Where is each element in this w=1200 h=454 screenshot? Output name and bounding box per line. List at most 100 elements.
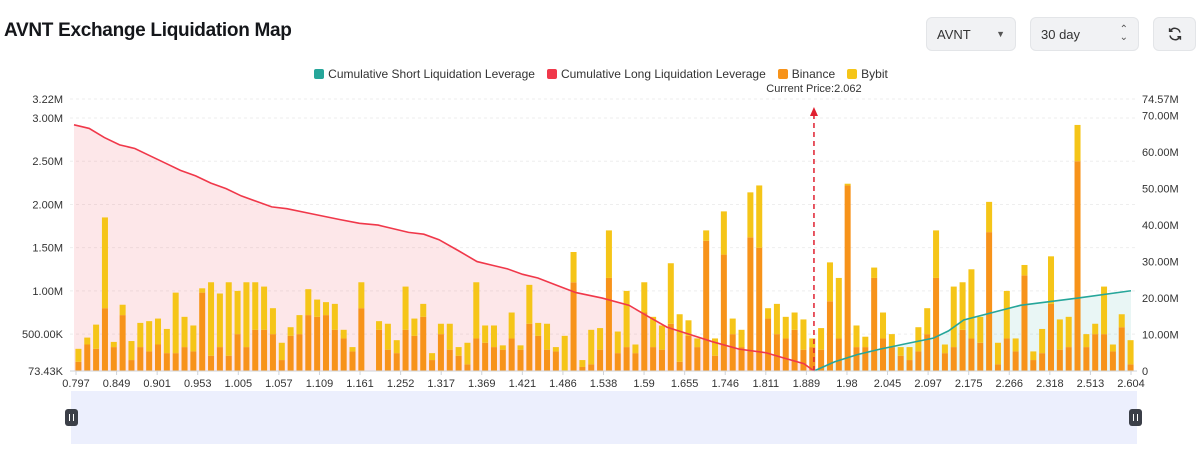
binance-bar	[605, 277, 612, 371]
legend-item-long[interactable]: Cumulative Long Liquidation Leverage	[546, 67, 766, 81]
bybit-bar	[314, 299, 321, 317]
bybit-bar	[128, 341, 135, 361]
binance-bar	[269, 334, 276, 371]
x-axis-tick-label: 1.889	[793, 378, 821, 390]
range-select-value: 30 day	[1041, 26, 1081, 42]
bybit-bar	[826, 262, 833, 302]
binance-bar	[968, 338, 975, 371]
binance-bar	[1083, 347, 1090, 371]
binance-bar	[287, 335, 294, 371]
left-axis-tick-label: 500.00K	[22, 329, 64, 341]
bybit-bar	[490, 325, 497, 348]
binance-bar	[588, 364, 595, 371]
bybit-bar	[950, 286, 957, 348]
bybit-bar	[437, 323, 444, 335]
binance-bar	[305, 315, 312, 371]
bybit-bar	[340, 329, 347, 339]
bybit-bar	[358, 282, 365, 309]
binance-bar	[101, 308, 108, 371]
binance-bar	[296, 334, 303, 371]
legend-item-short[interactable]: Cumulative Short Liquidation Leverage	[314, 67, 535, 81]
bybit-bar	[720, 211, 727, 255]
range-select[interactable]: 30 day ⌃ ⌄	[1030, 17, 1139, 51]
binance-bar	[163, 353, 170, 371]
bybit-bar	[482, 325, 489, 343]
long-liquidation-line	[73, 124, 815, 372]
bybit-bar	[977, 316, 984, 343]
x-axis-tick-label: 1.369	[468, 378, 496, 390]
binance-bar	[614, 353, 621, 371]
binance-bar	[897, 355, 904, 371]
binance-bar	[358, 308, 365, 371]
x-axis-tick-label: 1.746	[711, 378, 739, 390]
legend-label: Cumulative Long Liquidation Leverage	[560, 67, 766, 81]
refresh-button[interactable]	[1153, 17, 1196, 51]
bybit-bar	[84, 337, 91, 345]
binance-bar	[1003, 338, 1010, 371]
legend-item-binance[interactable]: Binance	[777, 67, 835, 81]
bybit-bar	[1003, 290, 1010, 339]
bybit-bar	[1083, 334, 1090, 348]
binance-bar	[986, 232, 993, 371]
binance-bar	[1039, 353, 1046, 371]
bybit-bar	[517, 345, 524, 350]
binance-bar	[190, 351, 197, 371]
binance-bar	[712, 355, 719, 371]
binance-bar	[154, 344, 162, 371]
binance-bar	[1118, 327, 1125, 371]
bybit-bar	[968, 269, 975, 339]
zoom-slider-right-handle[interactable]	[1129, 409, 1142, 426]
x-axis-tick-label: 1.057	[265, 378, 293, 390]
bybit-bar	[676, 314, 683, 362]
binance-bar	[676, 361, 683, 371]
bybit-bar	[800, 319, 807, 350]
binance-bar	[994, 364, 1001, 371]
zoom-slider-track[interactable]	[71, 391, 1137, 444]
symbol-select[interactable]: AVNT ▼	[926, 17, 1016, 51]
bybit-bar	[1030, 351, 1037, 361]
binance-bar	[632, 353, 639, 371]
bybit-bar	[163, 328, 170, 354]
binance-bar	[941, 353, 948, 371]
bybit-bar	[605, 230, 612, 278]
bybit-bar	[588, 329, 595, 365]
legend-label: Cumulative Short Liquidation Leverage	[328, 67, 535, 81]
bybit-bar	[959, 282, 966, 330]
zoom-slider-left-handle[interactable]	[65, 409, 78, 426]
x-axis-tick-label: 2.097	[914, 378, 942, 390]
binance-bar	[650, 347, 657, 371]
bybit-bar	[791, 312, 798, 330]
binance-bar	[1074, 161, 1081, 371]
binance-bar	[880, 338, 887, 371]
bybit-bar	[331, 303, 338, 330]
binance-bar	[765, 318, 772, 371]
x-axis-tick-label: 0.797	[62, 378, 90, 390]
binance-bar	[340, 338, 347, 371]
bybit-bar	[579, 360, 586, 367]
binance-bar	[782, 338, 789, 371]
right-axis-tick-label: 60.00M	[1142, 147, 1179, 159]
binance-bar	[473, 338, 480, 371]
x-axis-tick-label: 0.901	[143, 378, 171, 390]
binance-bar	[208, 355, 215, 371]
x-axis-tick-label: 1.109	[306, 378, 334, 390]
refresh-icon	[1168, 27, 1181, 41]
bybit-bar	[1012, 338, 1019, 352]
binance-bar	[1056, 349, 1063, 371]
bybit-bar	[1127, 340, 1134, 365]
bybit-bar	[853, 325, 860, 348]
binance-bar	[862, 347, 869, 371]
binance-bar	[915, 351, 922, 371]
bybit-bar	[880, 312, 887, 339]
binance-bar	[933, 277, 940, 371]
binance-bar	[110, 347, 117, 371]
bybit-bar	[93, 324, 100, 349]
bybit-bar	[1118, 314, 1125, 328]
legend-item-bybit[interactable]: Bybit	[847, 67, 888, 81]
bybit-bar	[729, 318, 736, 335]
bybit-bar	[924, 308, 931, 335]
binance-bar	[809, 347, 816, 371]
x-axis-tick-label: 1.252	[387, 378, 415, 390]
left-axis-tick-label: 1.00M	[32, 286, 63, 298]
binance-bar	[800, 349, 807, 371]
